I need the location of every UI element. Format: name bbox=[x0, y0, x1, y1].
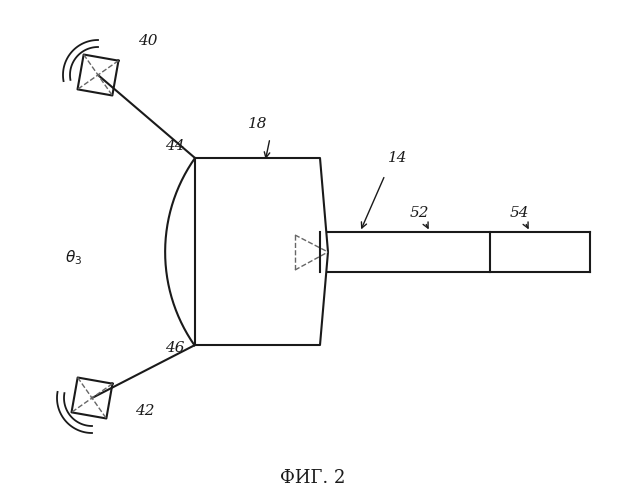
Text: 42: 42 bbox=[135, 404, 155, 418]
Text: 40: 40 bbox=[138, 34, 158, 48]
Text: 52: 52 bbox=[410, 206, 429, 220]
Text: 18: 18 bbox=[248, 117, 267, 131]
Text: 54: 54 bbox=[510, 206, 530, 220]
Text: 46: 46 bbox=[165, 341, 185, 355]
Text: $\theta_3$: $\theta_3$ bbox=[65, 248, 82, 266]
Text: 44: 44 bbox=[165, 139, 185, 153]
Text: 14: 14 bbox=[388, 151, 408, 165]
Text: ФИГ. 2: ФИГ. 2 bbox=[280, 469, 346, 487]
